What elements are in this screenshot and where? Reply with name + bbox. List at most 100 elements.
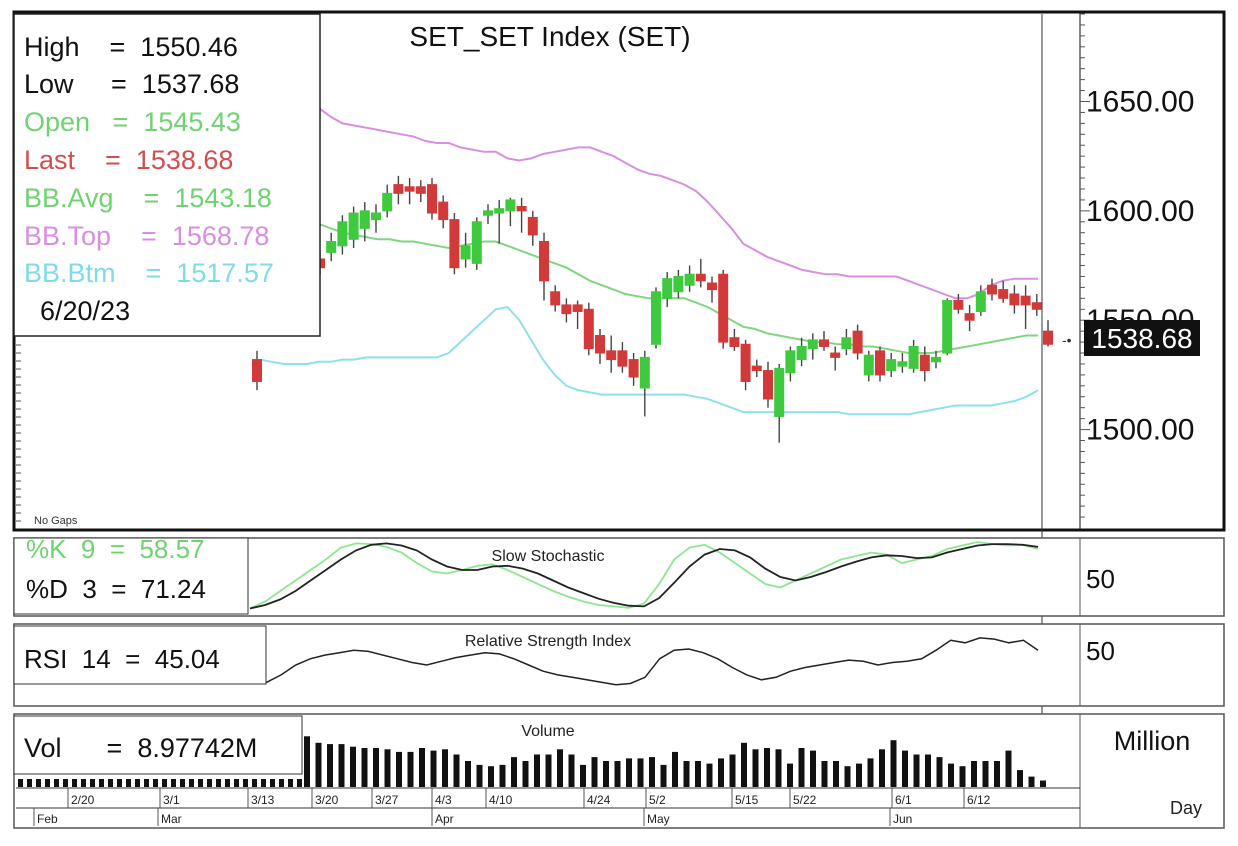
- volume-bar: [971, 761, 977, 787]
- candle: [427, 178, 437, 220]
- candle-body: [527, 216, 538, 236]
- candle-body: [1009, 293, 1020, 306]
- candle: [438, 195, 449, 229]
- candle-body: [460, 245, 471, 260]
- candle-body: [931, 356, 941, 363]
- volume-bar: [718, 758, 724, 787]
- date-tick-label: 5/15: [735, 793, 759, 807]
- candle: [942, 298, 953, 356]
- volume-bar: [879, 749, 885, 787]
- candle: [998, 280, 1009, 303]
- candle: [415, 180, 426, 203]
- candle: [975, 285, 986, 316]
- volume-bar: [982, 761, 989, 787]
- candle-body: [729, 337, 740, 347]
- candle: [897, 353, 908, 373]
- candle-body: [449, 219, 460, 269]
- volume-bar-early: [180, 779, 185, 787]
- volume-bar: [649, 757, 655, 787]
- stochastic-lines: [249, 541, 1039, 610]
- volume-bar-early: [243, 779, 248, 787]
- candle: [404, 178, 415, 205]
- volume-bar: [384, 749, 391, 787]
- volume-bar: [821, 761, 828, 787]
- stochastic-k-label: %K 9 = 58.57: [26, 534, 205, 564]
- volume-bar-early: [162, 779, 167, 787]
- candle: [393, 175, 404, 205]
- candle: [639, 350, 650, 417]
- candle: [729, 328, 740, 351]
- volume-bar-early: [27, 779, 32, 787]
- volume-bar: [350, 746, 356, 787]
- candle: [684, 265, 695, 292]
- candle: [483, 204, 493, 224]
- candle: [830, 346, 841, 371]
- chart-title: SET_SET Index (SET): [409, 21, 690, 52]
- date-tick-label: 5/22: [793, 793, 817, 807]
- volume-bar-early: [153, 779, 158, 787]
- candle-body: [987, 284, 997, 295]
- candle: [807, 333, 818, 360]
- volume-bar-early: [297, 779, 302, 787]
- volume-bar: [994, 761, 1000, 787]
- candle-body: [785, 350, 796, 374]
- month-tick-label: Apr: [435, 812, 454, 826]
- volume-bar: [787, 763, 793, 787]
- last-price-pointer: -•: [1062, 332, 1072, 348]
- candle: [371, 204, 381, 233]
- candle: [583, 302, 594, 356]
- volume-bar: [603, 761, 609, 787]
- volume-bar-early: [270, 779, 275, 787]
- volume-bar: [488, 766, 494, 787]
- bb-btm-line: [259, 306, 1039, 416]
- candle: [527, 210, 538, 246]
- volume-bar: [568, 754, 575, 787]
- candle: [841, 328, 852, 356]
- candle: [505, 197, 516, 227]
- info-open: Open = 1545.43: [24, 107, 241, 137]
- volume-unit-label: Million: [1114, 726, 1191, 756]
- candle-body: [539, 240, 549, 282]
- last-price-label: 1538.68: [1091, 323, 1192, 354]
- volume-bar: [925, 754, 931, 787]
- volume-bar: [315, 742, 322, 787]
- candle: [494, 199, 505, 244]
- volume-bar: [775, 749, 782, 787]
- y-tick-label: 1650.00: [1086, 85, 1194, 118]
- volume-bar: [833, 761, 839, 787]
- volume-info-box: [13, 715, 303, 775]
- candle-body: [875, 350, 885, 376]
- candle: [1031, 293, 1042, 316]
- candle: [606, 335, 617, 373]
- candle-body: [639, 356, 650, 389]
- candle-body: [516, 205, 527, 212]
- candle: [561, 298, 572, 323]
- candle: [740, 339, 751, 391]
- volume-bar-early: [261, 779, 266, 787]
- candle: [785, 346, 796, 382]
- candle-body: [919, 354, 930, 372]
- candle-body: [427, 184, 437, 214]
- volume-bar-early: [99, 779, 104, 787]
- candle-body: [751, 365, 762, 372]
- candle-body: [583, 308, 594, 350]
- rsi-y-tick: 50: [1086, 636, 1115, 666]
- volume-bar: [959, 766, 966, 787]
- candle-body: [1043, 330, 1053, 345]
- candle-body: [337, 221, 348, 247]
- bb-avg-line: [259, 214, 1038, 354]
- volume-bar: [591, 757, 598, 787]
- volume-bar: [948, 763, 954, 787]
- volume-bar: [856, 763, 862, 787]
- candle-body: [471, 221, 482, 264]
- volume-bar-early: [144, 779, 149, 787]
- stochastic-title: Slow Stochastic: [492, 548, 605, 565]
- candle-body: [662, 278, 673, 299]
- candle-body: [886, 359, 897, 372]
- candle: [595, 328, 605, 364]
- volume-bar-early: [90, 779, 95, 787]
- volume-bar: [614, 761, 621, 787]
- volume-bar: [373, 748, 379, 787]
- y-tick-label: 1500.00: [1086, 414, 1194, 447]
